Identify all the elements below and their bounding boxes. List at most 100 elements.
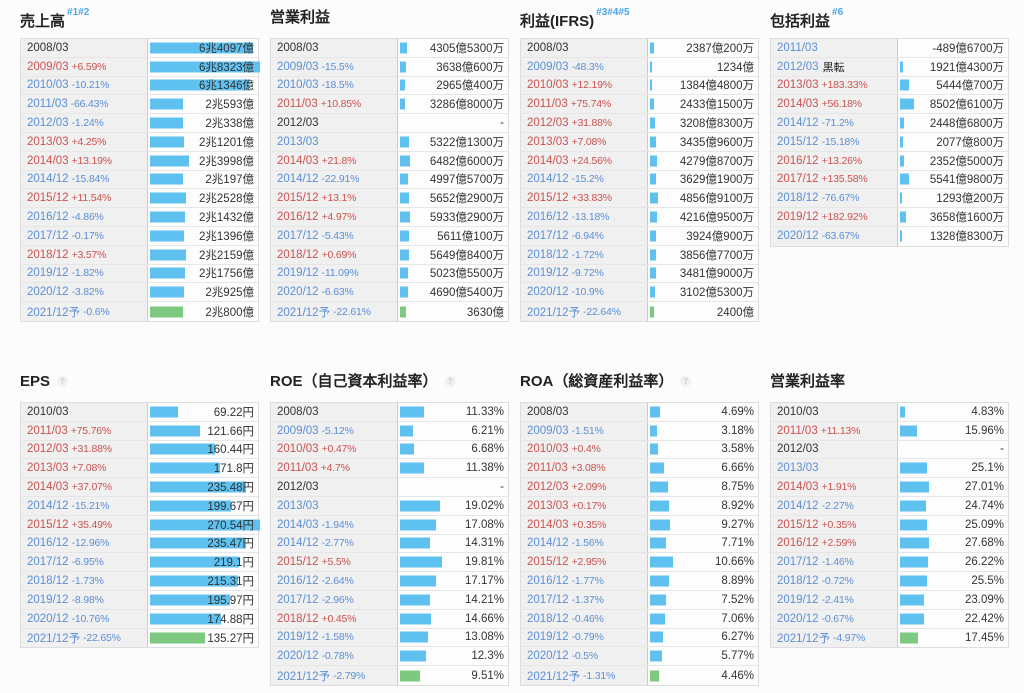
period-label: 2014/03 <box>277 154 319 167</box>
period-label: 2012/03 <box>527 481 569 494</box>
value-bar <box>900 155 904 167</box>
change-percent: -2.77% <box>321 537 354 550</box>
value-label: 235.48円 <box>207 482 254 495</box>
value-label: 2077億800万 <box>936 136 1004 149</box>
period-label: 2019/12 <box>777 593 819 606</box>
value-label: 4.83% <box>971 405 1004 418</box>
table-row: 2018/12 +0.45% 14.66% <box>271 609 508 629</box>
value-label: -489億6700万 <box>932 42 1004 55</box>
change-percent: +11.13% <box>820 424 861 437</box>
period-cell: 2020/12 -63.67% <box>771 226 897 246</box>
value-cell: 3481億9000万 <box>647 264 758 283</box>
table-row: 2014/03 +0.35% 9.27% <box>521 515 758 535</box>
value-bar <box>400 556 442 568</box>
value-label: 235.47円 <box>207 538 254 551</box>
value-bar <box>400 406 424 418</box>
value-bar <box>900 462 927 474</box>
value-bar <box>150 575 238 587</box>
period-cell: 2018/12 -1.72% <box>521 245 647 264</box>
period-cell: 2009/03 -15.5% <box>271 57 397 76</box>
value-bar <box>650 650 663 662</box>
period-cell: 2015/12 +13.1% <box>271 189 397 208</box>
change-percent: +4.97% <box>321 211 357 224</box>
table-row: 2017/12 -6.94% 3924億900万 <box>521 226 758 246</box>
period-label: 2016/12 <box>27 211 69 224</box>
period-label: 2015/12 <box>777 518 819 531</box>
table-row: 2012/03 +2.09% 8.75% <box>521 478 758 497</box>
table-row: 2011/03 +75.74% 2433億1500万 <box>521 95 758 115</box>
period-label: 2021/12予 <box>777 632 831 645</box>
table-row: 2021/12予 -4.97% 17.45% <box>771 628 1008 648</box>
value-bar <box>400 613 432 625</box>
period-label: 2015/12 <box>27 192 69 205</box>
value-cell: 17.45% <box>897 628 1008 648</box>
period-label: 2010/03 <box>777 405 819 418</box>
period-cell: 2014/12 -1.56% <box>521 534 647 553</box>
value-bar <box>650 136 656 148</box>
value-cell: 2387億200万 <box>647 39 758 57</box>
period-cell: 2014/12 -22.91% <box>271 170 397 189</box>
value-cell: 5444億700万 <box>897 76 1008 95</box>
value-label: 4.69% <box>721 405 754 418</box>
value-label: 7.06% <box>721 612 754 625</box>
table-row: 2013/03 5322億1300万 <box>271 132 508 152</box>
period-cell: 2012/03 +2.09% <box>521 478 647 496</box>
period-label: 2018/12 <box>277 612 319 625</box>
period-cell: 2010/03 +0.47% <box>271 440 397 459</box>
period-label: 2008/03 <box>27 41 69 54</box>
change-percent: +2.59% <box>821 537 857 550</box>
value-bar <box>650 481 669 493</box>
table-row: 2011/03 +10.85% 3286億8000万 <box>271 95 508 115</box>
value-cell: 6.21% <box>397 421 508 440</box>
period-label: 2015/12 <box>777 135 819 148</box>
help-icon[interactable]: ? <box>57 376 69 388</box>
value-cell: 174.88円 <box>147 609 258 628</box>
value-cell: 69.22円 <box>147 402 258 421</box>
period-label: 2016/12 <box>777 154 819 167</box>
period-cell: 2021/12予 -1.31% <box>521 666 647 685</box>
value-label: 195.97円 <box>207 594 254 607</box>
change-percent: -22.91% <box>321 173 360 186</box>
value-cell: 2兆2528億 <box>147 189 258 208</box>
metric-panel-roe: ROE（自己資本利益率）? 2008/03 11.33% 2009/03 -5.12% 6… <box>270 370 509 686</box>
period-cell: 2014/03 +1.91% <box>771 478 897 496</box>
value-label: 17.08% <box>464 518 504 531</box>
value-label: - <box>1000 443 1004 456</box>
value-cell: 13.08% <box>397 628 508 647</box>
panel-title-text: 売上高 <box>20 13 66 30</box>
value-cell: 14.21% <box>397 590 508 609</box>
help-icon[interactable]: ? <box>444 376 456 388</box>
table-row: 2020/12 -0.5% 5.77% <box>521 647 758 667</box>
value-bar <box>150 443 216 455</box>
change-percent: -1.37% <box>571 593 604 606</box>
table-row: 2017/12 -6.95% 219.1円 <box>21 553 258 573</box>
period-label: 2012/03 <box>777 443 819 456</box>
value-cell: 9.51% <box>397 666 508 685</box>
help-icon[interactable]: ? <box>680 376 692 388</box>
metric-table-operating-margin: 2010/03 4.83% 2011/03 +11.13% 15.96% 2012/03 -… <box>770 401 1009 649</box>
footnote-ref-links[interactable]: #3#4#5 <box>596 7 630 18</box>
value-label: 2448億6800万 <box>929 118 1004 131</box>
change-percent: -15.5% <box>321 60 354 73</box>
table-row: 2016/12 -12.96% 235.47円 <box>21 534 258 554</box>
change-percent: -10.21% <box>71 79 110 92</box>
value-cell: 2400億 <box>647 302 758 321</box>
period-cell: 2011/03 +75.76% <box>21 421 147 440</box>
footnote-ref-links[interactable]: #1#2 <box>67 7 90 18</box>
value-bar <box>400 192 410 204</box>
value-label: 12.3% <box>471 650 504 663</box>
value-cell: 6.66% <box>647 459 758 478</box>
value-cell: 270.54円 <box>147 515 260 534</box>
value-cell: 5649億8400万 <box>397 245 508 264</box>
change-percent: +35.49% <box>71 518 113 531</box>
panel-title-revenue: 売上高#1#2 <box>20 7 259 30</box>
value-cell: 215.31円 <box>147 572 258 590</box>
value-cell: 3630億 <box>397 302 508 321</box>
footnote-ref-links[interactable]: #6 <box>832 7 844 18</box>
value-label: 3286億8000万 <box>429 99 504 112</box>
change-percent: -15.21% <box>71 499 110 512</box>
period-label: 2016/12 <box>527 575 569 588</box>
change-percent: +13.26% <box>821 154 863 167</box>
panel-title-operating-margin: 営業利益率 <box>770 372 1009 391</box>
change-percent: +7.08% <box>571 135 607 148</box>
